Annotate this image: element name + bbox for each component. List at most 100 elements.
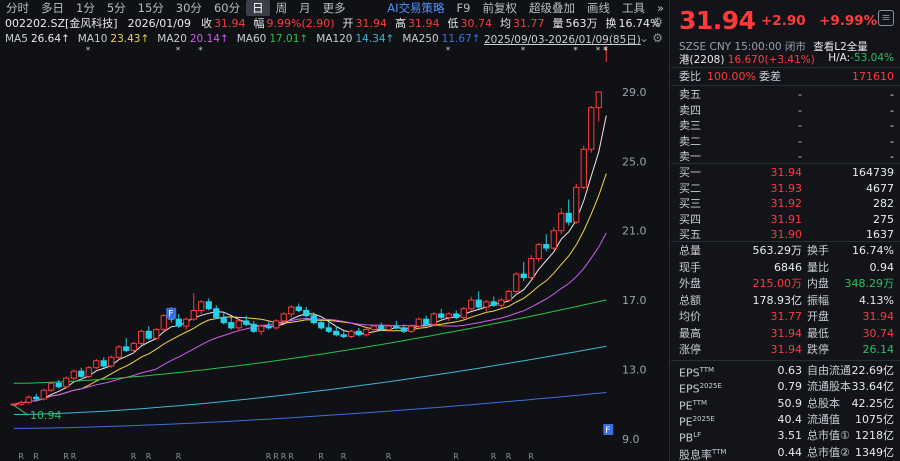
tab-period-5[interactable]: 30分	[175, 1, 202, 15]
bid-row[interactable]: 买五 31.90 1637	[679, 227, 894, 242]
tab-period-9[interactable]: 月	[299, 1, 311, 15]
f9-button[interactable]: F9	[456, 1, 471, 15]
fundamental-row: PE2025E 40.4 流通值 1075亿	[679, 412, 894, 429]
bid-row[interactable]: 买一 31.94 164739	[679, 165, 894, 180]
ma-item-1[interactable]: MA10 23.43↑	[78, 33, 149, 45]
tab-period-7[interactable]: 日	[246, 0, 270, 16]
candle-body	[273, 320, 280, 329]
tab-period-2[interactable]: 1分	[76, 1, 95, 15]
f-marker-icon	[166, 307, 177, 319]
divider	[671, 360, 900, 361]
candle-body	[378, 325, 385, 331]
r-marker-icon: R	[506, 452, 512, 461]
fundamental-row: EPSTTM 0.63 自由流通 22.69亿	[679, 363, 894, 380]
adjust-button[interactable]: 前复权	[482, 1, 517, 15]
tab-period-1[interactable]: 多日	[41, 1, 64, 15]
level-price: 31.90	[770, 228, 803, 241]
bid-row[interactable]: 买四 31.91 275	[679, 212, 894, 227]
open-label: 开	[342, 17, 354, 30]
close-label: 收	[201, 17, 212, 30]
overlay-button[interactable]: 超级叠加	[528, 1, 575, 15]
ask-row[interactable]: 卖二 - -	[679, 134, 894, 149]
fundamental-row: 股息率TTM 0.44 总市值② 1349亿	[679, 445, 894, 461]
fund-label: PETTM	[679, 398, 708, 413]
tab-period-3[interactable]: 5分	[106, 1, 126, 15]
stat-row: 总量 563.29万 换手 16.74%	[679, 243, 894, 258]
candle-body	[160, 315, 167, 331]
candle-body	[70, 370, 77, 379]
ma-item-2[interactable]: MA20 20.14↑	[157, 33, 228, 45]
ha-label: H/A:	[828, 52, 851, 64]
stat-label: 振幅	[807, 293, 829, 307]
ha-value: -53.04%	[850, 52, 894, 64]
stat-label: 总量	[679, 244, 701, 257]
candle-body	[130, 342, 137, 351]
kline-chart[interactable]: 29.025.021.017.013.09.031.9410.94FF*****…	[0, 46, 670, 461]
high-label: 高	[395, 17, 407, 30]
candle-body	[475, 299, 482, 308]
r-marker-icon: R	[146, 452, 152, 461]
fund-label: 总市值①	[807, 429, 850, 443]
gear-icon[interactable]: ⚙	[652, 31, 663, 45]
bid-row[interactable]: 买二 31.93 4677	[679, 181, 894, 196]
level-label: 买四	[679, 212, 701, 226]
ask-row[interactable]: 卖三 - -	[679, 118, 894, 133]
star-marker-icon: *	[198, 46, 203, 56]
date-range-label[interactable]: 2025/09/03-2026/01/09(85日)	[484, 34, 641, 46]
fund-label: 股息率TTM	[679, 447, 727, 461]
ask-row[interactable]: 卖四 - -	[679, 103, 894, 118]
candle-body	[145, 330, 152, 339]
level-volume: -	[890, 103, 894, 117]
candle-body	[430, 313, 437, 325]
bid-row[interactable]: 买三 31.92 282	[679, 196, 894, 211]
candle-body	[100, 360, 107, 367]
fund-value: 40.4	[777, 412, 803, 426]
ma-item-5[interactable]: MA250 11.67↑	[402, 33, 480, 45]
exchange-info: SZSE CNY 15:00:00 闭市 查看L2全量	[679, 39, 868, 54]
stat-value: 4.13%	[859, 293, 894, 307]
stat-label: 均价	[679, 310, 701, 323]
tab-period-6[interactable]: 60分	[213, 1, 241, 15]
tab-period-8[interactable]: 周	[275, 1, 288, 15]
tools-button[interactable]: 工具	[621, 1, 645, 15]
ask-row[interactable]: 卖五 - -	[679, 87, 894, 102]
exchange-status: SZSE CNY 15:00:00 闭市	[679, 41, 806, 53]
tab-period-10[interactable]: 更多	[322, 1, 346, 15]
hk-comparison-row[interactable]: 港(2208) 16.670(+3.41%) H/A:-53.04%	[679, 52, 894, 67]
fund-value: 0.79	[777, 380, 803, 394]
ma-line-ma60	[13, 299, 607, 384]
settings-gear-icon[interactable]: ⚙	[652, 15, 663, 29]
hk-label: 港(2208)	[679, 54, 725, 66]
chevron-down-icon[interactable]: ⌄	[638, 31, 649, 45]
draw-line-button[interactable]: 画线	[586, 1, 610, 15]
high-value: 31.94	[408, 16, 440, 30]
ma-item-0[interactable]: MA5 26.64↑	[5, 33, 70, 45]
candle-body	[295, 306, 302, 311]
candle-body	[468, 299, 475, 310]
candle-body	[33, 396, 40, 400]
double-chevron-right-icon[interactable]: »	[656, 1, 664, 15]
level-volume: -	[890, 150, 894, 163]
tab-period-4[interactable]: 15分	[137, 1, 164, 15]
tab-period-0[interactable]: 分时	[6, 1, 29, 15]
candle-body	[505, 290, 512, 301]
fund-label: 自由流通	[807, 364, 851, 377]
ma-item-3[interactable]: MA60 17.01↑	[237, 33, 308, 45]
candle-body	[423, 318, 430, 325]
ma-item-4[interactable]: MA120 14.34↑	[316, 33, 394, 45]
candle-body	[205, 301, 212, 310]
fund-value: 50.9	[777, 396, 803, 410]
stat-label: 外盘	[679, 277, 701, 290]
ask-row[interactable]: 卖一 - -	[679, 149, 894, 164]
last-price-label: 31.94	[566, 46, 598, 48]
fund-value: 1075亿	[855, 412, 894, 426]
candle-body	[445, 313, 452, 318]
menu-icon[interactable]: ≡	[878, 10, 894, 26]
change-percent: +9.99%	[819, 13, 878, 29]
l2-full-link[interactable]: 查看L2全量	[813, 41, 868, 53]
ma-label: MA5	[5, 33, 28, 45]
ma-value: 26.64↑	[30, 33, 70, 45]
fund-value: 33.64亿	[851, 380, 895, 394]
ai-strategy-button[interactable]: AI交易策略	[387, 1, 445, 15]
level-volume: -	[890, 134, 894, 148]
